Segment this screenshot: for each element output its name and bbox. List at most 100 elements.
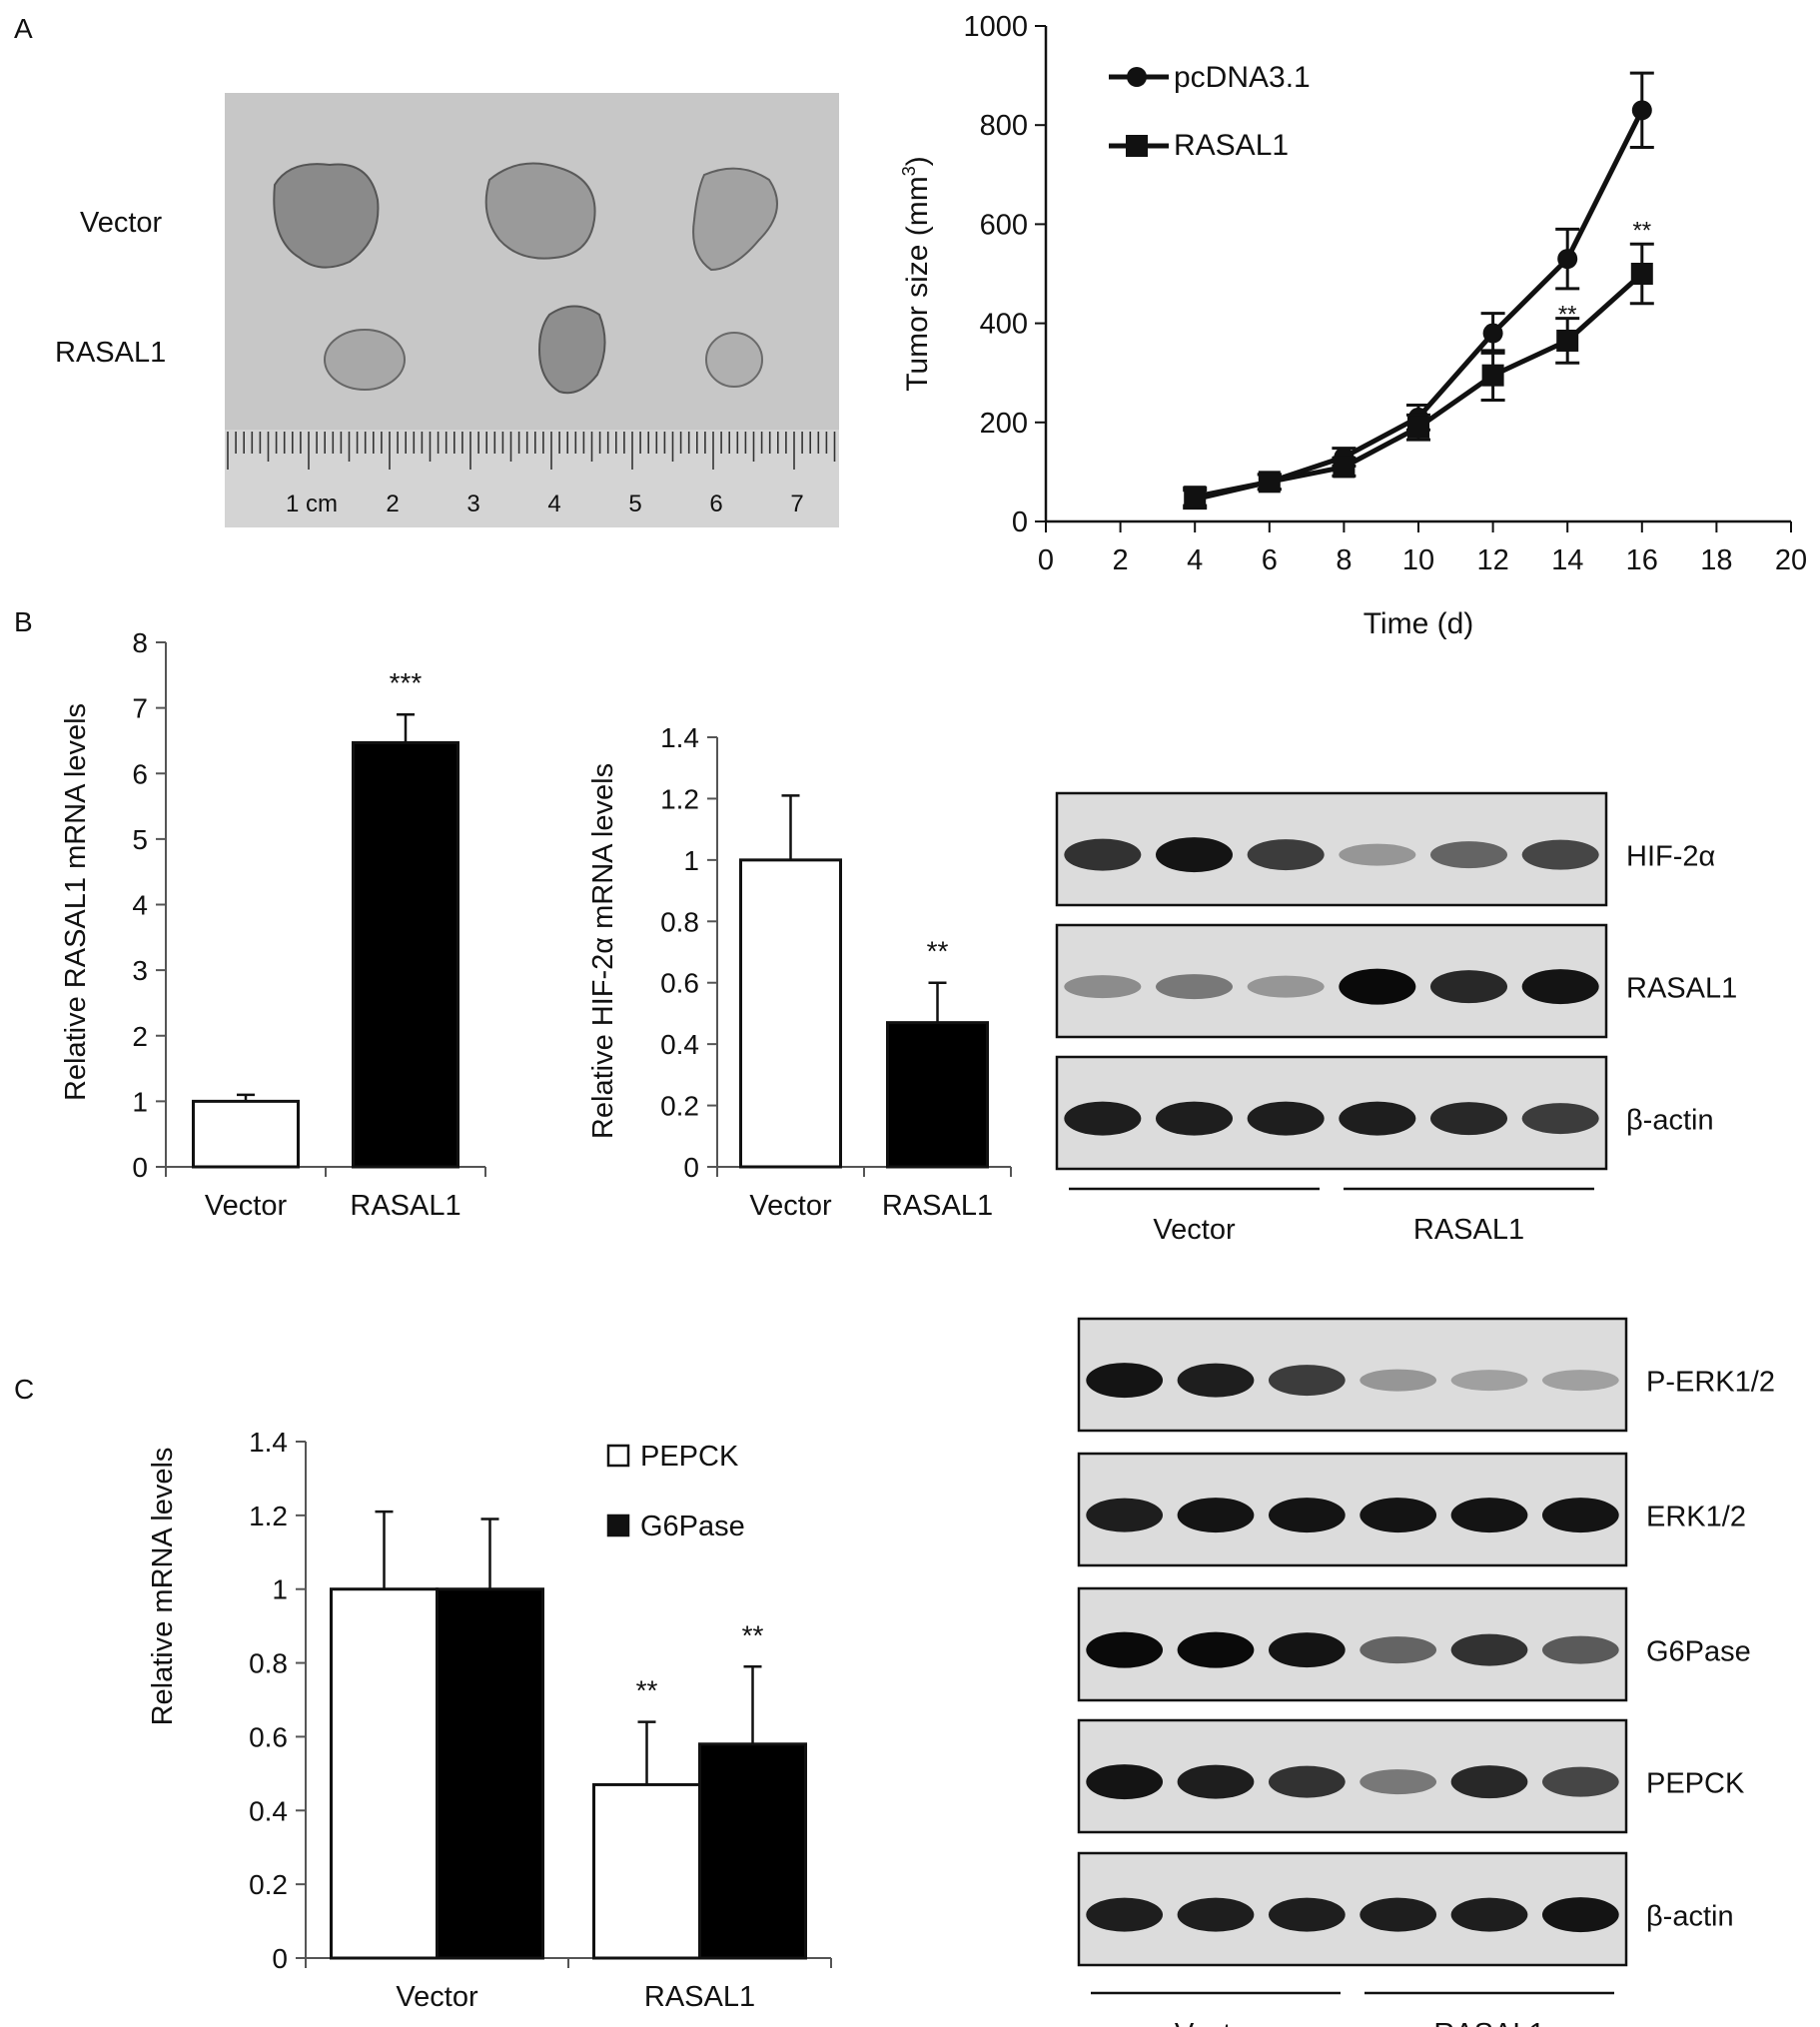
blot-band (1541, 1766, 1619, 1797)
y-tick-label: 4 (132, 890, 148, 921)
legend-label-pcdna: pcDNA3.1 (1174, 61, 1311, 94)
group-label-vector: Vector (1153, 1214, 1236, 1246)
y-tick-label: 1 (683, 845, 699, 876)
y-tick-label: 1 (272, 1574, 288, 1605)
blot-band (1450, 1370, 1528, 1392)
western-blot-b: HIF-2α RASAL1 β-actin Vector RASAL1 (1055, 791, 1737, 1246)
legend: pcDNA3.1 RASAL1 (1109, 61, 1311, 162)
blot-band (1086, 1631, 1164, 1668)
y-tick-label: 1.4 (660, 722, 699, 753)
y-tick-label: 6 (132, 758, 148, 789)
significance-marker: ** (1558, 302, 1577, 329)
hif2a-mrna-bar-chart: Relative HIF-2α mRNA levels 0 0.2 0.4 0.6 0.… (587, 722, 1012, 1222)
x-tick-label: 8 (1336, 544, 1352, 576)
y-tick-label: 1.2 (660, 783, 699, 814)
blot-row-label: P-ERK1/2 (1646, 1367, 1775, 1399)
data-point (1556, 329, 1579, 352)
ruler-label: 7 (790, 491, 803, 517)
blot-band (1156, 974, 1233, 1000)
data-point (1333, 456, 1356, 479)
y-tick-label: 800 (980, 110, 1028, 142)
blot-band (1450, 1765, 1528, 1799)
blot-band (1360, 1636, 1437, 1664)
blot-band (1360, 1498, 1437, 1533)
ruler-label: 5 (628, 491, 641, 517)
blot-strip (1055, 1055, 1608, 1171)
blot-band (1360, 1369, 1437, 1392)
y-axis-label: Tumor size (mm3) (899, 156, 934, 392)
data-point (1630, 263, 1653, 285)
bar (192, 1099, 300, 1169)
tumor-rasal1-2 (537, 305, 606, 395)
blot-band (1086, 1498, 1164, 1532)
legend-label-g6pase: G6Pase (640, 1511, 745, 1542)
legend-label-rasal1: RASAL1 (1174, 129, 1289, 162)
y-tick-label: 0 (683, 1152, 699, 1183)
blot-band (1177, 1631, 1255, 1668)
x-tick-label: 12 (1476, 544, 1508, 576)
y-tick-label: 600 (980, 209, 1028, 241)
blot-band (1521, 969, 1599, 1005)
y-tick-label: 0 (132, 1152, 148, 1183)
panel-label-c: C (14, 1374, 34, 1405)
x-tick-label: RASAL1 (350, 1190, 460, 1222)
significance-marker: *** (390, 667, 423, 698)
blot-band (1430, 970, 1507, 1004)
x-tick-label: RASAL1 (882, 1190, 993, 1222)
blot-band (1268, 1365, 1346, 1397)
bar (592, 1782, 701, 1960)
blot-band (1339, 843, 1416, 866)
data-point (1631, 100, 1652, 121)
x-tick-label: Vector (205, 1190, 288, 1222)
legend-marker-square (1126, 135, 1148, 157)
blot-band (1450, 1633, 1528, 1666)
blot-band (1247, 1101, 1325, 1136)
blot-band (1064, 975, 1142, 999)
legend: PEPCK G6Pase (606, 1441, 745, 1542)
blot-band (1156, 1101, 1233, 1136)
blot-strip (1077, 1851, 1628, 1967)
y-axis-label: Relative RASAL1 mRNA levels (60, 703, 92, 1101)
blot-row-label: β-actin (1646, 1901, 1734, 1933)
data-point (1184, 486, 1207, 508)
data-point (1258, 471, 1281, 494)
y-tick-label: 0 (272, 1943, 288, 1974)
tumor-vector-2 (484, 162, 596, 260)
y-tick-label: 0 (1012, 507, 1028, 538)
bar (886, 1021, 989, 1169)
significance-marker: ** (742, 1619, 764, 1650)
y-tick-label: 0.4 (249, 1795, 288, 1826)
significance-marker: ** (636, 1675, 658, 1706)
y-tick-label: 0.6 (249, 1721, 288, 1752)
y-tick-label: 1.2 (249, 1501, 288, 1531)
blot-band (1064, 1101, 1142, 1136)
blot-strip (1077, 1452, 1628, 1567)
significance-marker: ** (1632, 217, 1651, 244)
blot-band (1541, 1897, 1619, 1933)
y-tick-label: 0.8 (660, 906, 699, 937)
ruler-label: 2 (386, 491, 399, 517)
tumor-rasal1-3 (705, 332, 763, 388)
y-tick-label: 1 (132, 1086, 148, 1117)
blot-band (1430, 841, 1507, 869)
blot-band (1268, 1765, 1346, 1798)
y-tick-label: 400 (980, 309, 1028, 341)
blot-band (1360, 1769, 1437, 1795)
panel-label-b: B (14, 606, 33, 637)
y-tick-label: 1.4 (249, 1427, 288, 1458)
blot-band (1521, 1103, 1599, 1135)
blot-band (1541, 1635, 1619, 1664)
blot-band (1450, 1897, 1528, 1932)
ruler-label: 6 (709, 491, 722, 517)
photo-row-label-rasal1: RASAL1 (55, 337, 166, 369)
blot-strip (1077, 1317, 1628, 1433)
legend-swatch-g6pase (606, 1514, 630, 1537)
blot-band (1521, 839, 1599, 870)
bar (436, 1587, 544, 1960)
y-tick-label: 0.8 (249, 1648, 288, 1679)
x-tick-label: Vector (396, 1981, 478, 2013)
y-tick-label: 5 (132, 824, 148, 855)
blot-band (1086, 1363, 1164, 1399)
blot-band (1430, 1102, 1507, 1136)
blot-band (1086, 1897, 1164, 1932)
